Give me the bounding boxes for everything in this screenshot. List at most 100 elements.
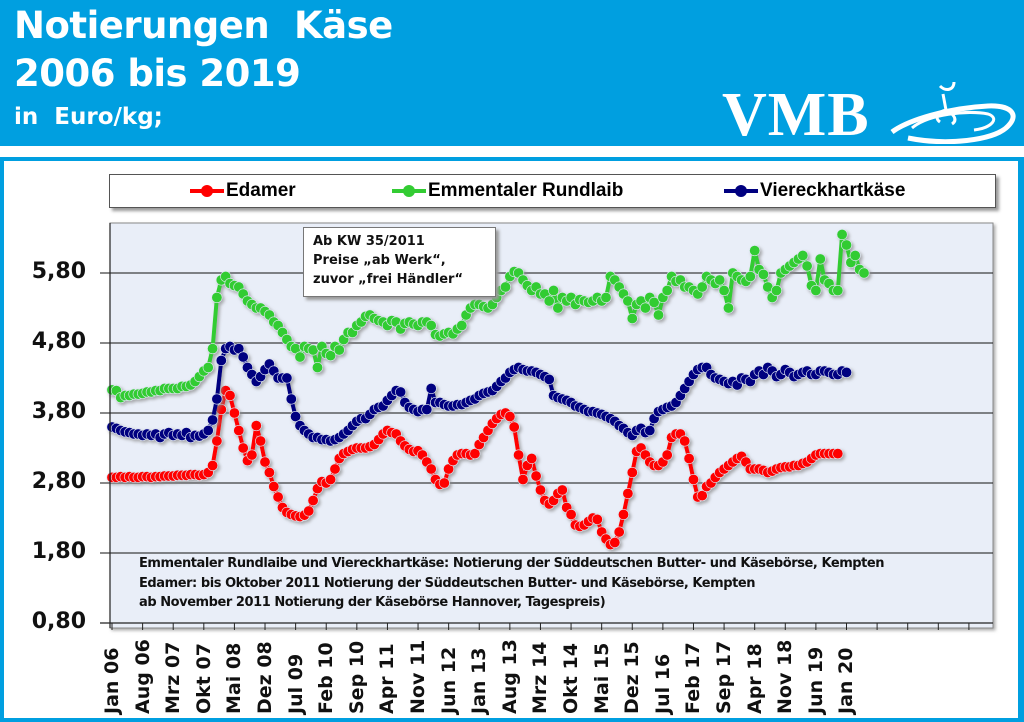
data-point	[609, 536, 621, 548]
title-line-1: Notierungen Käse	[14, 4, 393, 47]
data-point	[797, 250, 809, 262]
data-point	[237, 351, 249, 363]
data-point	[526, 452, 538, 464]
data-point	[661, 449, 673, 461]
data-point	[211, 435, 223, 447]
data-point	[325, 350, 337, 362]
x-tick-label: Mai 08	[223, 642, 246, 714]
series-edamer	[106, 385, 844, 551]
x-tick-label: Okt 14	[560, 643, 583, 714]
data-point	[425, 463, 437, 475]
data-point	[456, 319, 468, 331]
data-point	[556, 484, 568, 496]
x-tick-label: Jan 20	[835, 647, 858, 714]
data-point	[207, 343, 219, 355]
data-point	[644, 424, 656, 436]
data-point	[814, 253, 826, 265]
y-tick-label: 0,80	[31, 609, 86, 634]
x-tick-label: Jun 12	[437, 646, 460, 714]
legend-item-viereckhartkaese: Viereckhartkäse	[724, 179, 905, 203]
legend-item-emmentaler: Emmentaler Rundlaib	[392, 179, 623, 203]
legend-label-edamer: Edamer	[226, 180, 296, 201]
x-tick-label: Feb 17	[682, 642, 705, 714]
data-point	[617, 508, 629, 520]
data-point	[325, 473, 337, 485]
x-tick-label: Nov 11	[407, 639, 430, 714]
x-tick-label: Apr 18	[743, 643, 766, 714]
data-point	[683, 452, 695, 464]
annotation-line-1: Ab KW 35/2011	[313, 234, 425, 249]
data-point	[307, 494, 319, 506]
data-point	[613, 526, 625, 538]
data-point	[438, 477, 450, 489]
data-point	[285, 393, 297, 405]
data-point	[810, 284, 822, 296]
data-point	[639, 302, 651, 314]
data-point	[543, 373, 555, 385]
header-banner: Notierungen Käse 2006 bis 2019 in Euro/k…	[0, 0, 1024, 146]
data-point	[504, 410, 516, 422]
data-point	[290, 410, 302, 422]
data-point	[255, 435, 267, 447]
x-tick-label: Jun 19	[804, 646, 827, 714]
source-note: Emmentaler Rundlaibe und Viereckhartkäse…	[139, 554, 885, 613]
data-point	[333, 344, 345, 356]
vmb-logo-text: VMB	[722, 81, 870, 149]
x-tick-label: Mrz 14	[529, 641, 552, 714]
data-point	[224, 389, 236, 401]
data-point	[832, 448, 844, 460]
data-point	[425, 382, 437, 394]
data-point	[329, 463, 341, 475]
legend-marker-emmentaler	[392, 185, 426, 197]
data-point	[228, 407, 240, 419]
data-point	[652, 309, 664, 321]
data-point	[548, 284, 560, 296]
x-tick-label: Jul 16	[651, 653, 674, 714]
vmb-logo-icon	[890, 81, 1016, 144]
data-point	[202, 424, 214, 436]
x-tick-label: Aug 13	[498, 639, 521, 714]
data-point	[757, 268, 769, 280]
data-point	[202, 361, 214, 373]
data-point	[395, 386, 407, 398]
y-tick-label: 3,80	[31, 399, 86, 424]
x-tick-label: Aug 06	[131, 639, 154, 714]
x-tick-label: Mrz 07	[162, 641, 185, 714]
data-point	[591, 513, 603, 525]
data-point	[215, 354, 227, 366]
data-point	[661, 284, 673, 296]
data-point	[552, 302, 564, 314]
series-viereckhartk-se	[106, 340, 852, 447]
source-note-line-1: Emmentaler Rundlaibe und Viereckhartkäse…	[139, 556, 885, 571]
data-point	[718, 284, 730, 296]
data-point	[622, 487, 634, 499]
price-basis-annotation: Ab KW 35/2011 Preise „ab Werk“, zuvor „f…	[303, 227, 496, 297]
legend-item-edamer: Edamer	[190, 179, 296, 203]
chart-legend: Edamer Emmentaler Rundlaib Viereckhartkä…	[109, 174, 996, 208]
x-tick-label: Nov 18	[774, 639, 797, 714]
data-point	[801, 260, 813, 272]
legend-marker-edamer	[190, 185, 224, 197]
data-point	[714, 274, 726, 286]
data-point	[272, 491, 284, 503]
data-point	[687, 473, 699, 485]
data-point	[648, 296, 660, 308]
y-tick-label: 1,80	[31, 539, 86, 564]
source-note-line-3: ab November 2011 Notierung der Käsebörse…	[139, 595, 606, 610]
y-tick-label: 5,80	[31, 259, 86, 284]
subtitle: in Euro/kg;	[14, 104, 163, 130]
data-point	[246, 449, 258, 461]
source-note-line-2: Edamer: bis Oktober 2011 Notierung der S…	[139, 575, 756, 591]
data-point	[513, 449, 525, 461]
data-point	[233, 424, 245, 436]
data-point	[626, 312, 638, 324]
data-point	[832, 284, 844, 296]
data-point	[749, 245, 761, 257]
data-point	[263, 466, 275, 478]
data-point	[858, 267, 870, 279]
data-point	[626, 466, 638, 478]
data-point	[696, 281, 708, 293]
data-point	[840, 239, 852, 251]
data-point	[250, 420, 262, 432]
data-point	[207, 414, 219, 426]
